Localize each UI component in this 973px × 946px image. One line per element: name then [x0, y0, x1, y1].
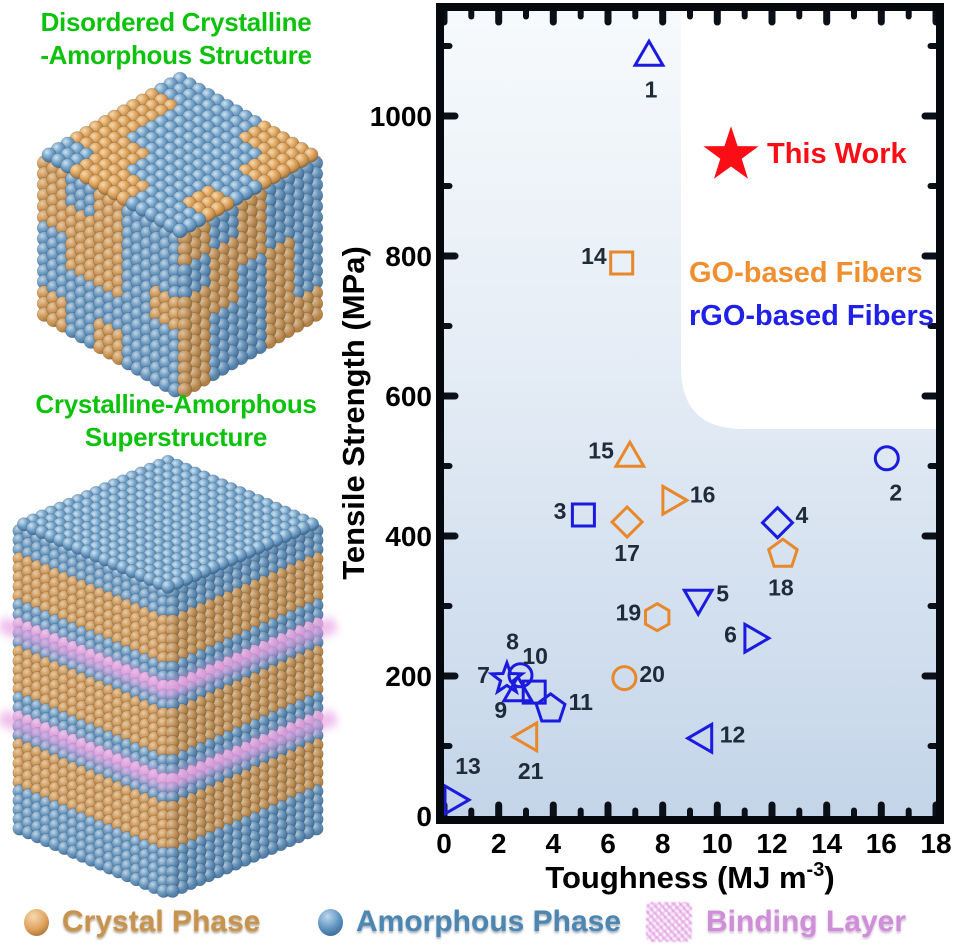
x-tick-label: 4 [546, 828, 562, 859]
disordered-structure-title: Disordered Crystalline -Amorphous Struct… [0, 6, 352, 72]
point-label-6: 6 [724, 621, 737, 647]
point-label-12: 12 [720, 721, 746, 747]
x-tick-label: 12 [756, 828, 787, 859]
plot-background [444, 11, 936, 816]
point-label-7: 7 [477, 662, 490, 688]
data-point-18 [766, 537, 799, 568]
disordered-structure-title-line2: -Amorphous Structure [40, 40, 312, 70]
pink-hatch-icon [646, 902, 692, 942]
legend-item-binding-layer: Binding Layer [646, 899, 906, 945]
data-point-8 [507, 662, 534, 689]
superstructure-title-line2: Superstructure [84, 422, 268, 452]
superstructure-title-line1: Crystalline-Amorphous [35, 389, 317, 419]
point-label-11: 11 [569, 689, 594, 715]
point-label-13: 13 [455, 753, 481, 779]
amorphous-phase-label: Amorphous Phase [356, 905, 622, 938]
data-point-10 [521, 679, 547, 705]
x-tick-label: 10 [702, 828, 733, 859]
data-point-12 [684, 721, 714, 755]
binding-layer-fuzz [0, 618, 338, 697]
legend-item-crystal-phase: Crystal Phase [24, 899, 260, 945]
series-go-based-fibers [509, 250, 799, 754]
x-tick-label: 14 [811, 828, 843, 859]
y-tick-label: 400 [385, 521, 432, 552]
x-tick-label: 18 [920, 828, 951, 859]
data-point-4 [760, 505, 795, 540]
point-label-14: 14 [581, 243, 607, 269]
crystal-phase-label: Crystal Phase [62, 905, 261, 938]
plot-frame [436, 3, 944, 824]
point-label-18: 18 [768, 574, 794, 600]
red-star-icon [703, 126, 759, 179]
x-axis-title: Toughness (MJ m-3) [545, 859, 834, 895]
data-point-13 [443, 783, 472, 817]
data-point-11 [534, 692, 567, 723]
data-point-7 [487, 658, 527, 696]
y-tick-label: 0 [416, 801, 432, 832]
data-point-2 [873, 445, 900, 472]
point-label-17: 17 [614, 540, 640, 566]
point-label-21: 21 [518, 758, 544, 784]
data-point-21 [509, 720, 539, 754]
y-tick-label: 600 [385, 381, 432, 412]
data-point-6 [743, 621, 772, 655]
point-label-5: 5 [716, 580, 729, 606]
data-point-5 [681, 588, 715, 618]
y-tick-label: 800 [385, 241, 432, 272]
data-point-14 [609, 250, 635, 276]
series-rgo-based-fibers [443, 38, 900, 817]
x-tick-label: 8 [655, 828, 671, 859]
superstructure-illustration [0, 454, 339, 898]
blue-sphere-icon [318, 908, 343, 936]
point-label-9: 9 [494, 697, 507, 723]
x-tick-label: 0 [436, 828, 452, 859]
point-label-1: 1 [645, 76, 658, 102]
disordered-structure-illustration [36, 71, 324, 398]
data-point-17 [609, 504, 645, 540]
point-label-15: 15 [588, 437, 614, 463]
this-work-label: This Work [767, 138, 908, 170]
disordered-structure-title-line1: Disordered Crystalline [40, 7, 312, 37]
y-axis-title: Tensile Strength (MPa) [336, 246, 371, 580]
point-label-3: 3 [554, 498, 567, 524]
x-tick-label: 6 [600, 828, 616, 859]
rgo-fibers-legend: rGO-based Fibers [689, 300, 934, 332]
data-point-16 [661, 483, 690, 517]
superstructure-title: Crystalline-Amorphous Superstructure [0, 388, 352, 454]
data-point-19 [644, 601, 671, 633]
legend-item-amorphous-phase: Amorphous Phase [318, 899, 621, 945]
go-fibers-legend: GO-based Fibers [689, 257, 923, 289]
point-label-8: 8 [506, 628, 519, 654]
point-label-4: 4 [796, 502, 809, 528]
point-label-2: 2 [889, 479, 902, 505]
data-point-15 [613, 439, 647, 468]
data-point-3 [570, 502, 596, 528]
x-tick-label: 16 [866, 828, 897, 859]
point-label-10: 10 [522, 643, 548, 669]
binding-layer-label: Binding Layer [706, 905, 907, 938]
point-label-20: 20 [639, 661, 665, 687]
point-label-19: 19 [616, 599, 642, 625]
y-tick-label: 1000 [370, 101, 432, 132]
this-work-highlight: This Work [703, 126, 908, 179]
y-tick-label: 200 [385, 661, 432, 692]
orange-sphere-icon [24, 908, 49, 936]
binding-layer-fuzz [0, 711, 338, 790]
data-point-20 [611, 665, 638, 692]
data-point-1 [632, 38, 666, 67]
x-tick-label: 2 [491, 828, 507, 859]
point-label-16: 16 [690, 481, 716, 507]
